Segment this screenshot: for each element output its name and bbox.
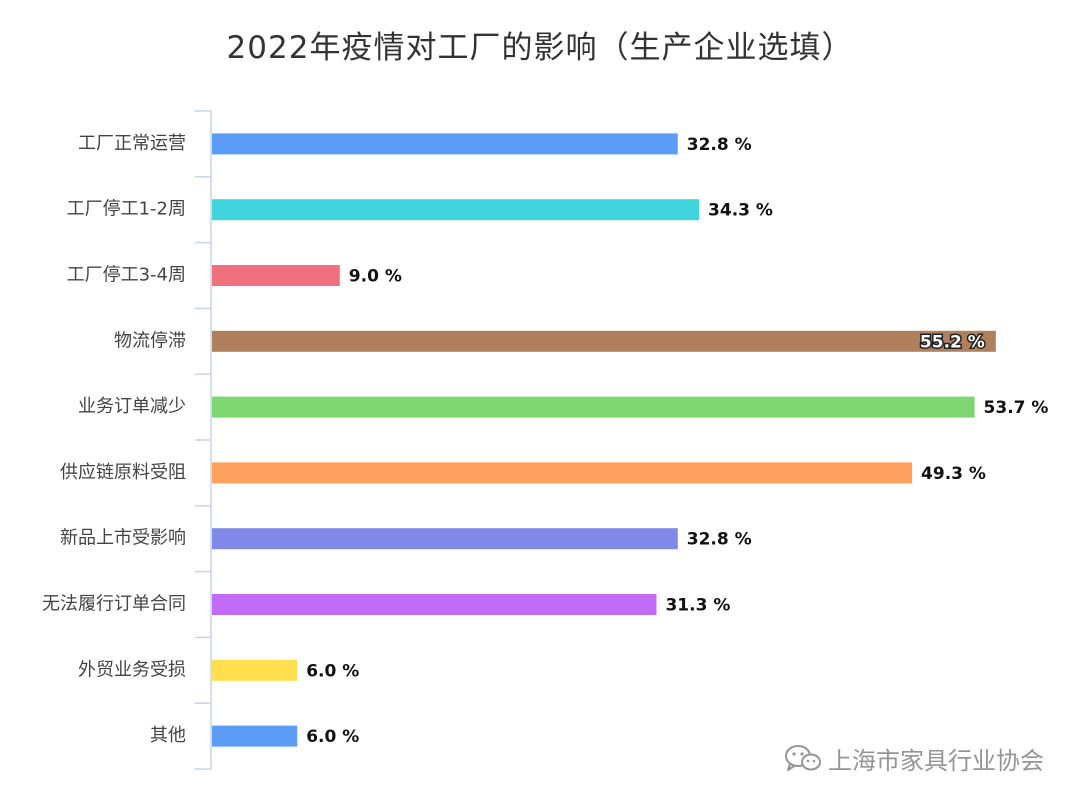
- bar: [212, 659, 298, 681]
- data-label: 53.7 %: [984, 398, 1049, 418]
- data-label: 6.0 %: [306, 661, 359, 681]
- data-label: 31.3 %: [665, 596, 730, 616]
- category-label: 新品上市受影响: [60, 528, 186, 549]
- watermark: 上海市家具行业协会: [784, 743, 1044, 775]
- bar: [212, 528, 678, 550]
- category-label: 无法履行订单合同: [42, 594, 186, 615]
- category-label: 其他: [150, 725, 186, 746]
- data-label: 49.3 %: [921, 464, 986, 484]
- bar: [212, 396, 975, 418]
- bar: [212, 133, 678, 155]
- category-label: 物流停滞: [114, 330, 186, 351]
- category-label: 外贸业务受损: [78, 659, 186, 680]
- watermark-text: 上海市家具行业协会: [828, 746, 1044, 775]
- category-label: 工厂停工3-4周: [67, 265, 186, 286]
- chart-title: 2022年疫情对工厂的影响（生产企业选填）: [226, 30, 854, 66]
- data-label: 9.0 %: [349, 267, 402, 287]
- category-label: 工厂停工1-2周: [67, 199, 186, 220]
- wechat-icon: [784, 743, 822, 773]
- bar: [212, 594, 657, 615]
- data-label: 34.3 %: [708, 201, 773, 221]
- data-label: 55.2 %: [920, 332, 985, 352]
- bar: [212, 725, 298, 747]
- bar: [212, 462, 913, 484]
- data-label: 32.8 %: [687, 530, 752, 550]
- data-label: 6.0 %: [306, 727, 359, 747]
- bar: [212, 265, 340, 286]
- bar: [212, 199, 700, 221]
- bar: [212, 330, 996, 352]
- data-label: 32.8 %: [687, 135, 752, 155]
- category-label: 工厂正常运营: [78, 133, 186, 154]
- category-label: 供应链原料受阻: [60, 462, 186, 483]
- category-label: 业务订单减少: [78, 396, 186, 417]
